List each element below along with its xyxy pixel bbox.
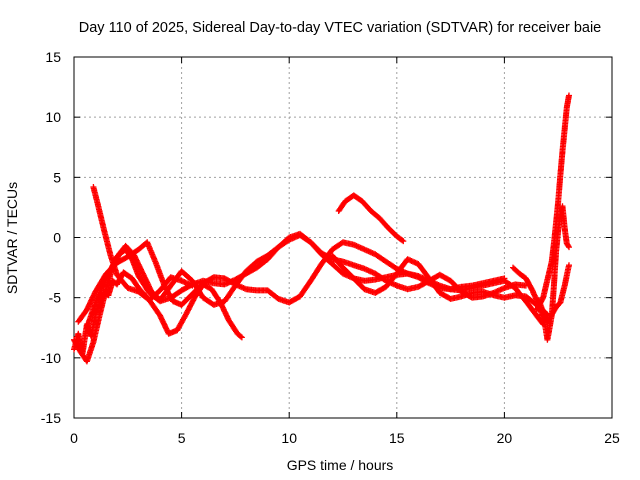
data-point: [237, 333, 244, 340]
y-tick-label: -10: [41, 350, 61, 366]
x-tick-label: 0: [70, 430, 78, 446]
x-axis-label: GPS time / hours: [287, 457, 394, 473]
series-track-10: [71, 269, 196, 356]
data-point: [238, 334, 245, 341]
series-track-8: [533, 92, 572, 313]
y-tick-labels: -15 -10 -5 0 5 10 15: [41, 49, 61, 426]
data-point: [565, 242, 572, 249]
data-point: [566, 244, 572, 251]
y-tick-label: -5: [49, 290, 62, 306]
y-tick-label: -15: [41, 410, 61, 426]
series-track-9: [535, 262, 572, 325]
y-tick-label: 15: [45, 49, 61, 65]
series-track-4: [75, 239, 547, 328]
y-tick-label: 0: [53, 230, 61, 246]
x-tick-label: 20: [497, 430, 513, 446]
data-point: [566, 262, 572, 269]
y-tick-label: 5: [53, 169, 61, 185]
data-point: [400, 238, 407, 245]
series-track-5: [335, 192, 407, 245]
x-tick-label: 10: [281, 430, 297, 446]
data-point: [399, 237, 406, 244]
chart-title: Day 110 of 2025, Sidereal Day-to-day VTE…: [79, 20, 602, 36]
x-tick-label: 5: [178, 430, 186, 446]
data-marks: [71, 92, 572, 365]
axis-ticks: [73, 56, 613, 419]
x-tick-label: 25: [604, 430, 620, 446]
y-tick-label: 10: [45, 109, 61, 125]
grid-lines: [74, 57, 612, 418]
data-point: [189, 282, 196, 289]
series-track-6: [329, 252, 551, 318]
y-axis-label: SDTVAR / TECUs: [4, 182, 20, 294]
data-point: [566, 92, 572, 99]
series-track-2: [90, 184, 245, 341]
x-tick-label: 15: [389, 430, 405, 446]
x-tick-labels: 0 5 10 15 20 25: [70, 430, 620, 446]
